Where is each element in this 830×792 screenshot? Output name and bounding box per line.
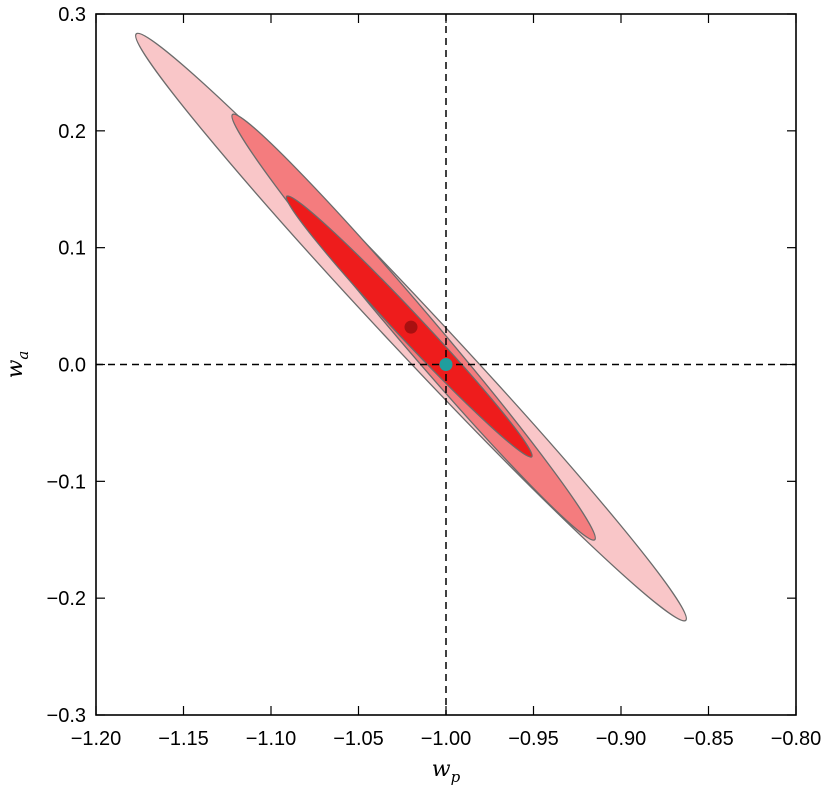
y-axis-label: wa — [3, 351, 32, 379]
y-tick-label: 0.0 — [58, 355, 86, 377]
point-best-fit — [404, 320, 418, 334]
y-tick-label: 0.1 — [58, 238, 86, 260]
y-tick-label: −0.3 — [47, 705, 86, 727]
x-tick-label: −1.20 — [71, 728, 122, 750]
y-tick-label: −0.2 — [47, 588, 86, 610]
axis-ticks: −1.20 −1.15 −1.10 −1.05 −1.00 −0.95 −0.90 −0.85… — [47, 4, 822, 750]
x-tick-label: −1.10 — [246, 728, 297, 750]
x-tick-label: −0.80 — [771, 728, 822, 750]
marker-points — [404, 320, 453, 371]
x-tick-label: −0.85 — [683, 728, 734, 750]
x-tick-label: −1.15 — [158, 728, 209, 750]
y-tick-label: −0.1 — [47, 471, 86, 493]
y-tick-label: 0.3 — [58, 4, 86, 26]
x-tick-label: −1.05 — [333, 728, 384, 750]
y-tick-label: 0.2 — [58, 121, 86, 143]
x-tick-label: −0.95 — [508, 728, 559, 750]
x-axis-label: wp — [432, 757, 461, 786]
x-tick-label: −1.00 — [421, 728, 472, 750]
x-tick-label: −0.90 — [596, 728, 647, 750]
point-lcdm — [439, 358, 453, 371]
